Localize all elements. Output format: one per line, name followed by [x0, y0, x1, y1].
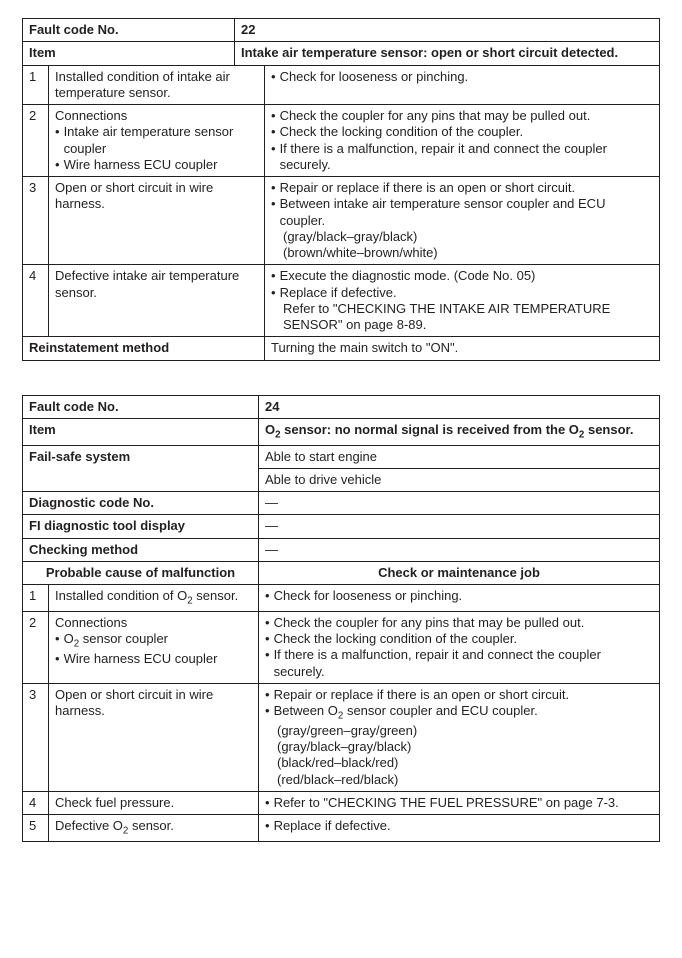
row-num: 4 — [23, 265, 49, 337]
column-header-cause: Probable cause of malfunction — [23, 561, 259, 584]
check-cell: Repair or replace if there is an open or… — [265, 177, 660, 265]
check-cell: Refer to "CHECKING THE FUEL PRESSURE" on… — [259, 791, 660, 814]
check-text: Check for looseness or pinching. — [274, 588, 463, 604]
row-num: 3 — [23, 683, 49, 791]
row-num: 2 — [23, 611, 49, 683]
check-text: Check for looseness or pinching. — [280, 69, 469, 85]
fault-code-value: 22 — [235, 19, 660, 42]
check-text: Check the locking condition of the coupl… — [274, 631, 518, 647]
cause-bullet: O2 sensor coupler — [64, 631, 168, 651]
check-text: Check the coupler for any pins that may … — [274, 615, 585, 631]
check-sub: Refer to "CHECKING THE INTAKE AIR TEMPER… — [271, 301, 653, 334]
failsafe-value: Able to drive vehicle — [259, 468, 660, 491]
cause-bullet: Intake air temperature sensor coupler — [64, 124, 258, 157]
row-num: 1 — [23, 65, 49, 105]
check-cell: Check for looseness or pinching. — [265, 65, 660, 105]
fi-tool-label: FI diagnostic tool display — [23, 515, 259, 538]
fault-code-22-table: Fault code No. 22 Item Intake air temper… — [22, 18, 660, 361]
check-sub: (gray/black–gray/black) — [265, 739, 653, 755]
item-value: Intake air temperature sensor: open or s… — [235, 42, 660, 65]
check-text: Replace if defective. — [274, 818, 391, 834]
check-cell: Replace if defective. — [259, 815, 660, 842]
cause-head: Connections — [55, 615, 252, 631]
row-num: 1 — [23, 585, 49, 612]
cause-cell: Open or short circuit in wire harness. — [49, 683, 259, 791]
check-sub: (gray/green–gray/green) — [265, 723, 653, 739]
check-sub: (gray/black–gray/black) — [271, 229, 653, 245]
check-cell: Check the coupler for any pins that may … — [265, 105, 660, 177]
check-sub: (black/red–black/red) — [265, 755, 653, 771]
check-text: Refer to "CHECKING THE FUEL PRESSURE" on… — [274, 795, 619, 811]
diag-code-label: Diagnostic code No. — [23, 492, 259, 515]
reinstatement-value: Turning the main switch to "ON". — [265, 337, 660, 360]
row-num: 3 — [23, 177, 49, 265]
failsafe-value: Able to start engine — [259, 445, 660, 468]
check-text: If there is a malfunction, repair it and… — [280, 141, 653, 174]
cause-head: Connections — [55, 108, 258, 124]
cause-cell: Defective intake air temperature sensor. — [49, 265, 265, 337]
fault-code-label: Fault code No. — [23, 19, 235, 42]
check-text: If there is a malfunction, repair it and… — [274, 647, 653, 680]
check-text: Between O2 sensor coupler and ECU couple… — [274, 703, 538, 723]
row-num: 2 — [23, 105, 49, 177]
check-text: Check the locking condition of the coupl… — [280, 124, 524, 140]
check-cell: Repair or replace if there is an open or… — [259, 683, 660, 791]
cause-bullet: Wire harness ECU coupler — [64, 651, 218, 667]
reinstatement-label: Reinstatement method — [23, 337, 265, 360]
check-text: Repair or replace if there is an open or… — [274, 687, 570, 703]
check-cell: Execute the diagnostic mode. (Code No. 0… — [265, 265, 660, 337]
check-sub: (brown/white–brown/white) — [271, 245, 653, 261]
check-text: Repair or replace if there is an open or… — [280, 180, 576, 196]
item-value: O2 sensor: no normal signal is received … — [259, 418, 660, 445]
check-text: Between intake air temperature sensor co… — [280, 196, 653, 229]
row-num: 4 — [23, 791, 49, 814]
check-cell: Check for looseness or pinching. — [259, 585, 660, 612]
cause-cell: Installed condition of O2 sensor. — [49, 585, 259, 612]
cause-bullet: Wire harness ECU coupler — [64, 157, 218, 173]
cause-cell: Connections O2 sensor coupler Wire harne… — [49, 611, 259, 683]
column-header-check: Check or maintenance job — [259, 561, 660, 584]
fault-code-label: Fault code No. — [23, 395, 259, 418]
fault-code-24-table: Fault code No. 24 Item O2 sensor: no nor… — [22, 395, 660, 842]
check-text: Check the coupler for any pins that may … — [280, 108, 591, 124]
cause-cell: Defective O2 sensor. — [49, 815, 259, 842]
failsafe-label: Fail-safe system — [23, 445, 259, 492]
check-sub: (red/black–red/black) — [265, 772, 653, 788]
checking-method-value: — — [259, 538, 660, 561]
cause-cell: Check fuel pressure. — [49, 791, 259, 814]
diag-code-value: — — [259, 492, 660, 515]
check-text: Replace if defective. — [280, 285, 397, 301]
fault-code-value: 24 — [259, 395, 660, 418]
check-text: Execute the diagnostic mode. (Code No. 0… — [280, 268, 536, 284]
cause-cell: Open or short circuit in wire harness. — [49, 177, 265, 265]
item-label: Item — [23, 42, 235, 65]
checking-method-label: Checking method — [23, 538, 259, 561]
cause-cell: Installed condition of intake air temper… — [49, 65, 265, 105]
check-cell: Check the coupler for any pins that may … — [259, 611, 660, 683]
item-label: Item — [23, 418, 259, 445]
row-num: 5 — [23, 815, 49, 842]
cause-cell: Connections Intake air temperature senso… — [49, 105, 265, 177]
fi-tool-value: — — [259, 515, 660, 538]
